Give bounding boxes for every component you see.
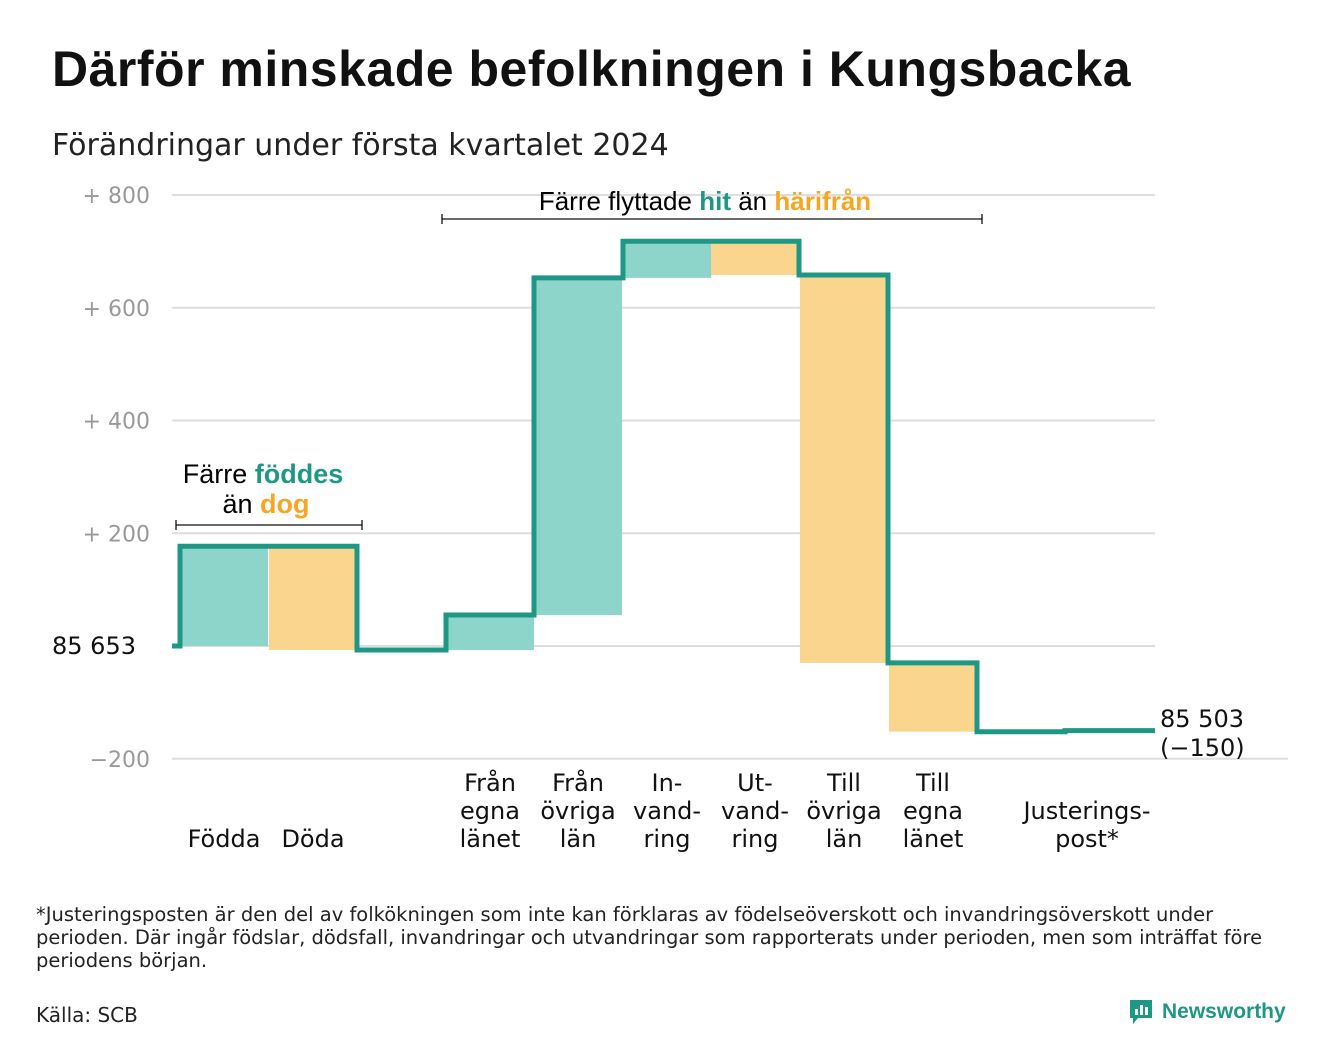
bar	[623, 241, 711, 278]
y-tick-label: −200	[90, 748, 150, 773]
y-tick-label: + 400	[83, 410, 150, 435]
bar	[534, 277, 622, 615]
x-tick-label: övriga	[540, 797, 615, 825]
newsworthy-logo-icon	[1130, 1000, 1152, 1024]
cumulative-step-line	[172, 238, 1155, 735]
bar	[800, 275, 888, 663]
x-tick-label: Ut-	[737, 769, 773, 797]
svg-text:Färre föddes: Färre föddes	[183, 459, 344, 489]
source-label: Källa: SCB	[36, 1003, 138, 1027]
annotation-births-text: än	[222, 489, 260, 519]
x-tick-label: vand-	[721, 797, 789, 825]
x-tick-label: In-	[652, 769, 683, 797]
annotation-moves-highlight: hit	[699, 186, 731, 216]
bars	[180, 241, 977, 732]
start-value-label: 85 653	[52, 632, 136, 660]
footnote: *Justeringsposten är den del av folkökni…	[36, 903, 1263, 972]
x-tick-label: ring	[732, 825, 779, 853]
y-tick-label: + 600	[83, 297, 150, 322]
x-tick-label: vand-	[633, 797, 701, 825]
x-tick-label: Födda	[188, 825, 261, 853]
svg-text:Färre flyttade hit än härifrån: Färre flyttade hit än härifrån	[539, 186, 871, 216]
chart-subtitle: Förändringar under första kvartalet 2024	[52, 128, 669, 163]
x-tick-label: Till	[915, 769, 950, 797]
annotation-births-highlight: dog	[260, 489, 309, 519]
x-tick-label: övriga	[806, 797, 881, 825]
end-change-label: (−150)	[1160, 734, 1245, 762]
y-axis-ticks: + 800 + 600 + 400 + 200 −200	[83, 184, 150, 773]
x-axis-labels: Födda DödaFrånegnalänetFrånövrigalänIn-va…	[188, 768, 1151, 853]
x-tick-label: län	[560, 825, 597, 853]
x-tick-label: Från	[464, 768, 516, 797]
bar	[446, 614, 534, 650]
bar	[180, 546, 268, 646]
chart-title: Därför minskade befolkningen i Kungsback…	[52, 41, 1132, 97]
x-tick-label: Justerings-	[1021, 797, 1150, 825]
bar	[269, 546, 357, 650]
x-tick-label: post*	[1055, 825, 1119, 853]
y-tick-label: + 800	[83, 184, 150, 209]
bar	[889, 662, 977, 732]
annotation-moves-text: Färre flyttade	[539, 186, 699, 216]
x-tick-label: egna	[903, 797, 963, 825]
annotation-moves: Färre flyttade hit än härifrån	[441, 186, 983, 224]
x-tick-label: länet	[460, 825, 521, 853]
x-tick-label: Döda	[281, 825, 344, 853]
x-tick-label: Till	[826, 769, 861, 797]
annotation-births: Färre föddes än dog	[175, 459, 363, 530]
x-tick-label: län	[826, 825, 863, 853]
x-tick-label: egna	[460, 797, 520, 825]
x-tick-label: länet	[903, 825, 964, 853]
x-tick-label: Från	[552, 768, 604, 797]
annotation-births-highlight: föddes	[255, 459, 344, 489]
svg-text:än dog: än dog	[222, 489, 309, 519]
y-tick-label: + 200	[83, 522, 150, 547]
end-value-label: 85 503	[1160, 705, 1244, 733]
waterfall-chart: + 800+ 600+ 400+ 200−200 Födda DödaFråneg…	[52, 184, 1288, 853]
annotation-moves-highlight: härifrån	[774, 186, 871, 216]
brand-name: Newsworthy	[1162, 1000, 1286, 1023]
bar	[711, 241, 799, 276]
annotation-moves-text: än	[731, 186, 774, 216]
x-tick-label: ring	[644, 825, 691, 853]
brand-logo[interactable]: Newsworthy	[1128, 998, 1286, 1026]
annotation-births-text: Färre	[183, 459, 255, 489]
